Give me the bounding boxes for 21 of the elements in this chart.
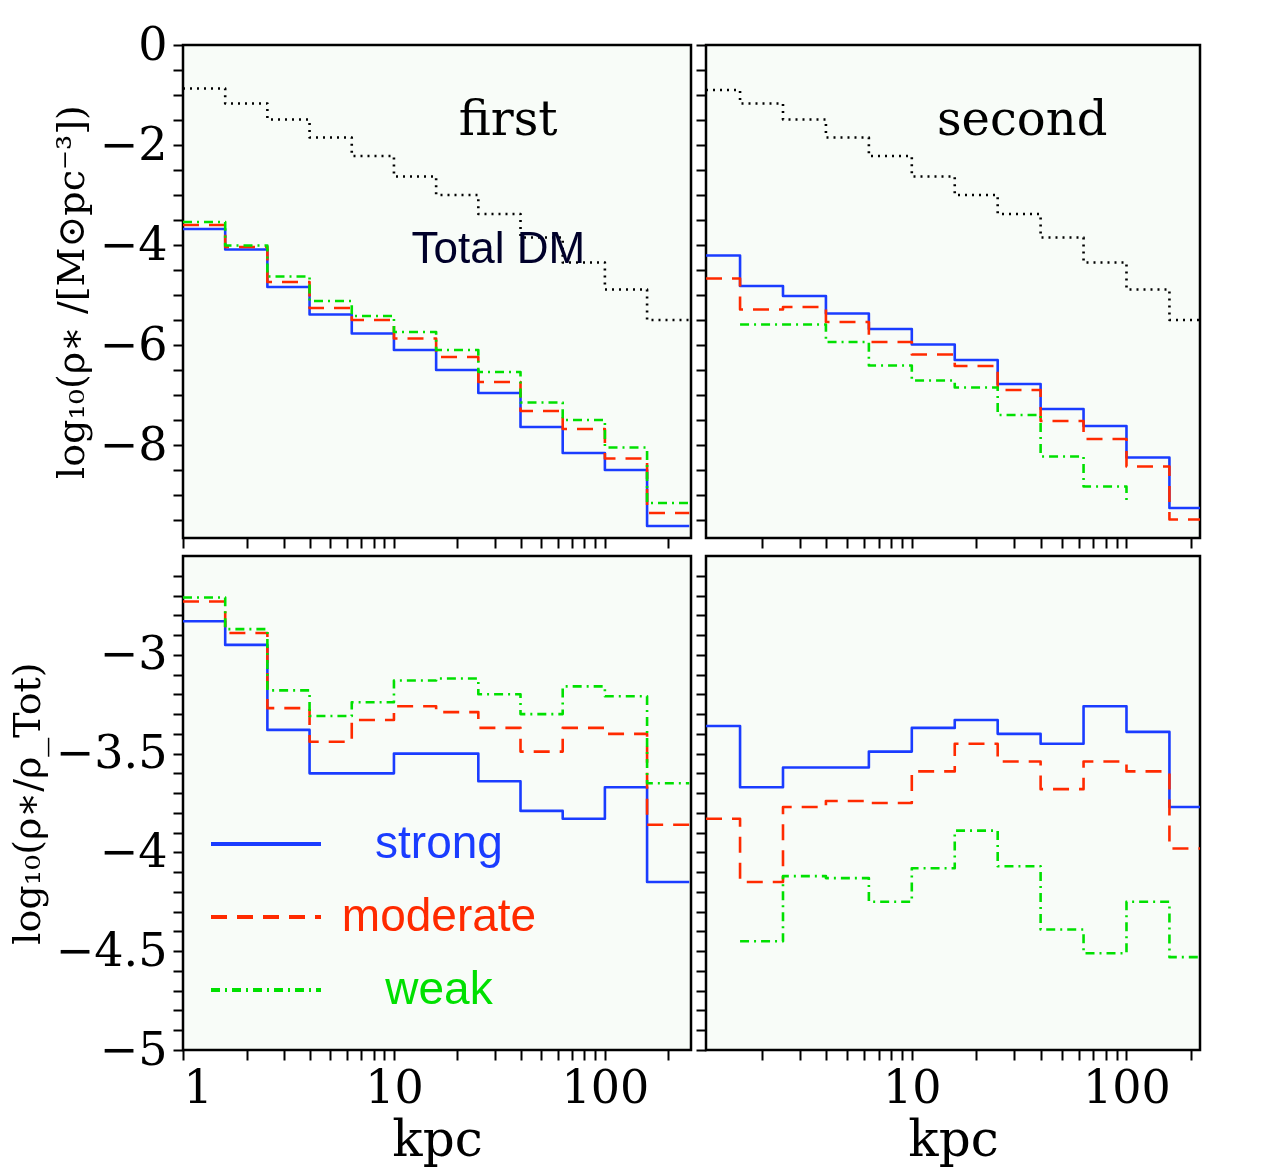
y-tick-label: −4 (99, 823, 168, 878)
x-tick-label: 100 (1083, 1059, 1171, 1114)
y-tick-label: −2 (99, 116, 168, 171)
y-tick-label: 0 (138, 16, 168, 71)
legend-label: weak (384, 962, 494, 1014)
series-label: Total DM (411, 223, 586, 272)
y-tick-label: −3.5 (55, 725, 168, 780)
annotation: second (936, 90, 1108, 146)
y-tick-label: −6 (99, 316, 168, 371)
legend-label: moderate (341, 889, 537, 941)
y-tick-label: −8 (99, 416, 168, 471)
y-axis-title: log₁₀(ρ∗/ρ_Tot) (4, 662, 50, 945)
y-axis-title: log₁₀(ρ∗ /[M⊙pc⁻³]) (48, 105, 93, 479)
y-tick-label: −5 (99, 1021, 168, 1076)
annotation: first (458, 90, 558, 146)
y-tick-label: −3 (99, 626, 168, 681)
y-tick-label: −4.5 (55, 922, 168, 977)
legend-label: strong (375, 816, 503, 868)
y-tick-label: −4 (99, 216, 168, 271)
x-tick-label: 100 (561, 1059, 650, 1114)
x-tick-label: 1 (183, 1059, 213, 1114)
